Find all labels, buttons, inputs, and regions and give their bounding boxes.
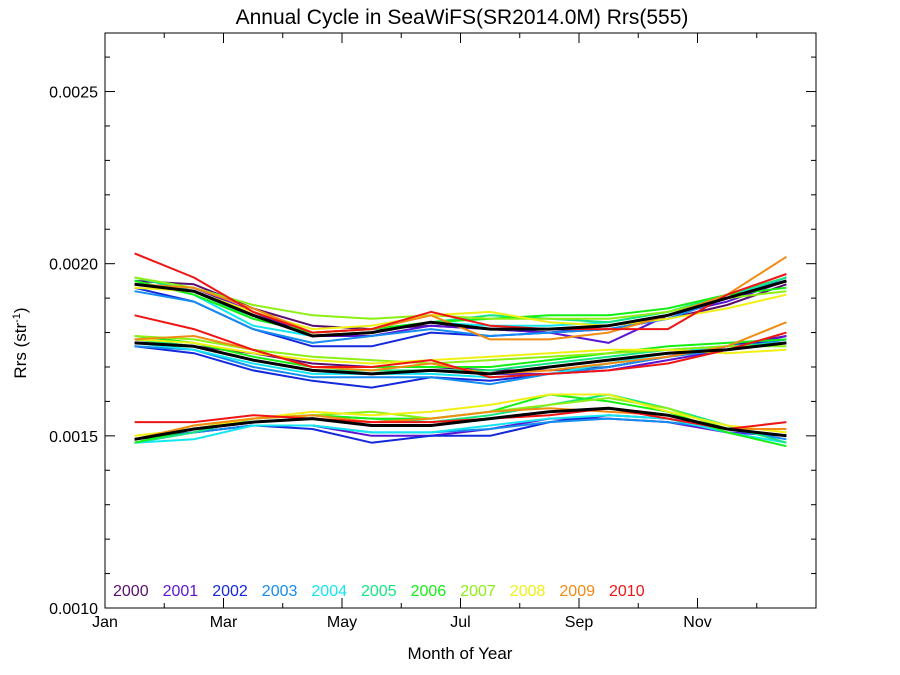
axes: Jan Mar May Jul Sep Nov 0.0010 0.0015 0.0020 0.00… bbox=[49, 32, 817, 631]
x-tick-label: May bbox=[327, 614, 357, 631]
series-line-2008-middle bbox=[134, 338, 787, 365]
x-tick-label: Jul bbox=[450, 614, 470, 631]
plot-lines bbox=[134, 252, 787, 448]
x-tick-label: Jan bbox=[92, 614, 118, 631]
series-line-2006-middle bbox=[134, 335, 787, 368]
mean-line-middle bbox=[134, 341, 787, 376]
legend-entry-2008: 2008 bbox=[510, 583, 546, 600]
series-line-2010-lower bbox=[134, 407, 787, 430]
legend-entry-2007: 2007 bbox=[460, 583, 496, 600]
series-line-2010-middle bbox=[134, 314, 787, 379]
legend-entry-2010: 2010 bbox=[609, 583, 645, 600]
legend-entry-2000: 2000 bbox=[113, 583, 149, 600]
mean-line-lower bbox=[134, 406, 787, 441]
legend: 2000 2001 2002 2003 2004 2005 2006 2007 2008 2009… bbox=[113, 583, 645, 600]
y-axis-label: Rrs (str-1) bbox=[11, 307, 30, 378]
y-tick-label: 0.0025 bbox=[49, 85, 98, 102]
legend-entry-2009: 2009 bbox=[559, 583, 595, 600]
y-tick-label: 0.0020 bbox=[49, 257, 98, 274]
legend-entry-2004: 2004 bbox=[311, 583, 347, 600]
x-axis-label: Month of Year bbox=[408, 644, 513, 663]
y-tick-label: 0.0015 bbox=[49, 429, 98, 446]
series-line-2003-upper bbox=[134, 276, 787, 344]
x-tick-label: Sep bbox=[565, 614, 594, 631]
legend-entry-2001: 2001 bbox=[163, 583, 199, 600]
legend-entry-2006: 2006 bbox=[411, 583, 447, 600]
series-line-2007-upper bbox=[134, 276, 787, 320]
mean-line-upper bbox=[134, 279, 787, 338]
y-tick-label: 0.0010 bbox=[49, 601, 98, 618]
series-line-2008-upper bbox=[134, 286, 787, 331]
legend-entry-2002: 2002 bbox=[212, 583, 248, 600]
y-axis-label-close: ) bbox=[11, 307, 30, 313]
x-tick-label: Mar bbox=[210, 614, 238, 631]
series-line-2006-upper bbox=[134, 279, 787, 334]
legend-entry-2003: 2003 bbox=[262, 583, 298, 600]
chart-title: Annual Cycle in SeaWiFS(SR2014.0M) Rrs(5… bbox=[236, 6, 689, 29]
series-line-2010-upper bbox=[134, 252, 787, 334]
x-tick-label: Nov bbox=[683, 614, 711, 631]
series-line-2003-lower bbox=[134, 417, 787, 444]
legend-entry-2005: 2005 bbox=[361, 583, 397, 600]
y-axis-label-superscript: -1 bbox=[11, 313, 23, 323]
y-axis-label-main: Rrs (str bbox=[11, 323, 30, 379]
